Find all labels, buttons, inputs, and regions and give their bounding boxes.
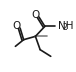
Text: O: O (31, 10, 39, 20)
Text: O: O (12, 21, 20, 31)
Text: NH: NH (58, 21, 73, 31)
Text: 2: 2 (62, 23, 67, 32)
